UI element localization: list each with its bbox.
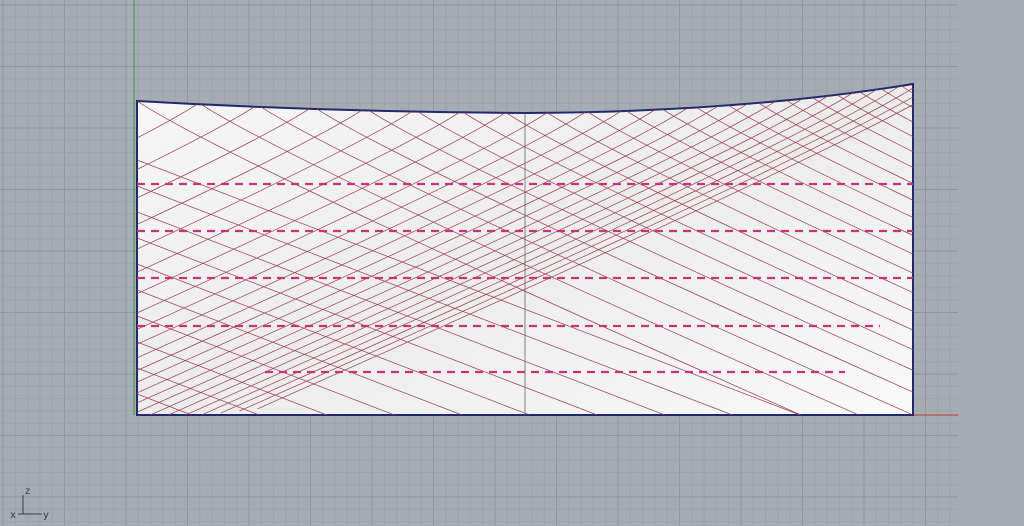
axis-widget: z x y — [10, 486, 49, 521]
lattice-curve — [137, 92, 834, 415]
lattice-curve — [137, 393, 192, 415]
lattice-curve — [856, 89, 913, 415]
lattice-curve — [692, 104, 913, 415]
lattice-curve — [808, 94, 913, 415]
lattice-curve — [156, 89, 858, 415]
lattice-curve — [137, 102, 725, 415]
lattice-curve — [137, 211, 665, 415]
lattice-curve — [137, 367, 260, 415]
lattice-curve — [461, 110, 913, 415]
lattice-curve — [137, 100, 838, 415]
lattice-curve — [137, 104, 693, 415]
lattice-curve — [137, 106, 314, 415]
x-label: x — [10, 510, 16, 521]
lattice-curve — [137, 106, 660, 415]
lattice-curve — [659, 106, 913, 415]
lattice-curves — [137, 84, 913, 415]
lattice-curve — [220, 84, 913, 414]
lattice-curve — [239, 84, 913, 412]
z-label: z — [25, 486, 30, 497]
lattice-curve — [137, 263, 530, 415]
lattice-curve — [312, 106, 913, 415]
lattice-curve — [198, 102, 900, 415]
lattice-curve — [137, 112, 506, 415]
lattice-curve — [547, 112, 913, 415]
lattice-curve — [137, 289, 463, 415]
dashed-guide-lines — [137, 182, 913, 374]
lattice-curve — [781, 97, 913, 415]
lattice-curve — [137, 108, 625, 415]
lattice-curve — [137, 94, 809, 415]
lattice-curve — [623, 108, 913, 415]
lattice-curve — [137, 99, 754, 415]
lattice-curve — [137, 315, 395, 415]
lattice-curve — [200, 85, 901, 415]
lattice-curve — [137, 102, 200, 415]
lattice-curve — [137, 112, 548, 415]
lattice-curve — [137, 107, 366, 415]
lattice-curve — [586, 110, 913, 415]
lattice-curve — [414, 109, 913, 415]
lattice-curve — [257, 104, 913, 415]
lattice-curve — [137, 100, 138, 415]
lattice-curve — [137, 110, 587, 415]
lattice-curve — [137, 97, 782, 415]
lattice-curve — [365, 107, 913, 415]
lattice-curve — [137, 104, 258, 415]
lattice-curve — [179, 87, 880, 415]
lattice-curve — [723, 102, 913, 415]
lattice-curve — [505, 112, 913, 415]
lattice-curve — [833, 92, 913, 415]
viewport-margin — [958, 0, 1024, 526]
lattice-curve — [137, 341, 327, 415]
lattice-curve — [753, 99, 913, 415]
lattice-curve — [137, 109, 415, 415]
lattice-curve — [257, 84, 913, 410]
lattice-curve — [137, 185, 733, 415]
y-label: y — [43, 510, 49, 521]
lattice-curve — [137, 110, 462, 415]
